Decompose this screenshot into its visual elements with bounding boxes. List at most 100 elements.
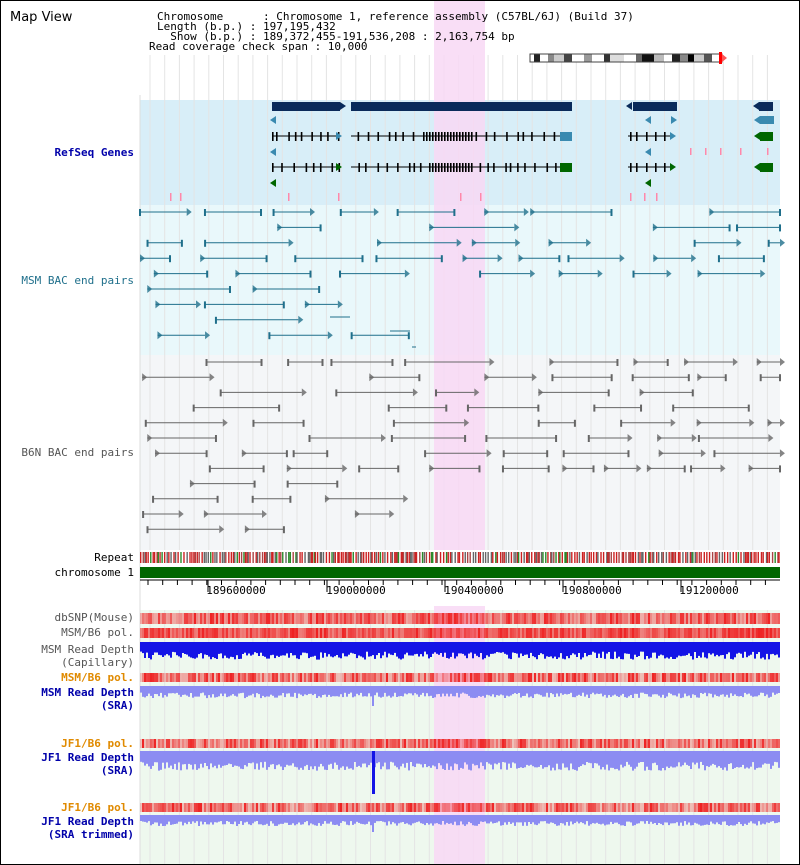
polymorphism-cell xyxy=(250,613,252,624)
repeat-feature xyxy=(583,552,585,563)
repeat-feature xyxy=(588,552,590,563)
read-depth-bar xyxy=(456,642,458,657)
read-depth-bar xyxy=(336,815,338,825)
polymorphism-cell xyxy=(374,628,376,638)
polymorphism-cell xyxy=(686,739,688,748)
read-depth-bar xyxy=(236,642,238,656)
polymorphism-cell xyxy=(586,628,588,638)
read-depth-bar xyxy=(600,815,602,825)
read-depth-bar xyxy=(762,815,764,824)
read-depth-bar xyxy=(358,815,360,823)
chromosome-ideogram-icon[interactable] xyxy=(529,53,723,63)
read-depth-bar xyxy=(468,642,470,654)
read-depth-bar xyxy=(422,815,424,824)
track-label-msm-depth-sra: MSM Read Depth xyxy=(41,686,134,699)
read-depth-bar xyxy=(392,815,394,823)
polymorphism-cell xyxy=(624,613,626,624)
read-depth-bar xyxy=(268,815,270,826)
read-depth-bar xyxy=(692,686,694,695)
polymorphism-cell xyxy=(582,739,584,748)
read-depth-bar xyxy=(624,815,626,826)
polymorphism-cell xyxy=(252,628,254,638)
polymorphism-cell xyxy=(652,673,654,682)
bac-end xyxy=(203,209,206,216)
read-depth-bar xyxy=(474,686,476,698)
read-depth-bar xyxy=(254,751,256,770)
repeat-feature xyxy=(415,552,418,563)
polymorphism-cell xyxy=(192,673,194,682)
read-depth-bar xyxy=(510,686,512,696)
polymorphism-cell xyxy=(384,628,386,638)
refseq-exon xyxy=(646,132,648,141)
refseq-exon xyxy=(455,132,458,141)
polymorphism-cell xyxy=(452,613,454,624)
refseq-exon xyxy=(470,163,473,172)
read-depth-bar xyxy=(594,751,596,764)
read-depth-bar xyxy=(684,751,686,763)
repeat-feature xyxy=(735,552,737,563)
read-depth-bar xyxy=(406,751,408,763)
polymorphism-cell xyxy=(290,803,292,812)
polymorphism-cell xyxy=(336,739,338,748)
read-depth-bar xyxy=(710,686,712,694)
read-depth-bar xyxy=(512,751,514,763)
read-depth-bar xyxy=(336,751,338,765)
repeat-feature xyxy=(311,552,314,563)
read-depth-bar xyxy=(436,751,438,770)
read-depth-bar xyxy=(154,686,156,694)
repeat-feature xyxy=(145,552,147,563)
read-depth-bar xyxy=(624,686,626,698)
polymorphism-cell xyxy=(260,628,262,638)
polymorphism-cell xyxy=(432,739,434,748)
read-depth-bar xyxy=(166,815,168,825)
repeat-feature xyxy=(496,552,499,563)
read-depth-bar xyxy=(370,686,372,697)
read-depth-bar xyxy=(750,642,752,655)
read-depth-bar xyxy=(572,642,574,654)
polymorphism-cell xyxy=(544,673,546,682)
read-depth-bar xyxy=(328,751,330,765)
polymorphism-cell xyxy=(620,739,622,748)
read-depth-bar xyxy=(192,751,194,770)
polymorphism-cell xyxy=(456,673,458,682)
polymorphism-cell xyxy=(580,673,582,682)
read-depth-bar xyxy=(316,686,318,698)
polymorphism-cell xyxy=(462,803,464,812)
repeat-feature xyxy=(746,552,748,563)
repeat-feature xyxy=(355,552,357,563)
polymorphism-cell xyxy=(310,803,312,812)
read-depth-bar xyxy=(414,686,416,694)
polymorphism-cell xyxy=(152,628,154,638)
polymorphism-cell xyxy=(150,628,152,638)
repeat-feature xyxy=(566,552,569,563)
read-depth-bar xyxy=(650,686,652,697)
polymorphism-cell xyxy=(692,803,694,812)
polymorphism-cell xyxy=(312,613,314,624)
polymorphism-cell xyxy=(354,739,356,748)
read-depth-bar xyxy=(258,642,260,656)
polymorphism-cell xyxy=(302,613,304,624)
read-depth-bar xyxy=(770,815,772,822)
read-depth-bar xyxy=(586,815,588,822)
polymorphism-cell xyxy=(440,803,442,812)
polymorphism-cell xyxy=(288,673,290,682)
read-depth-bar xyxy=(310,815,312,824)
polymorphism-cell xyxy=(628,739,630,748)
read-depth-bar xyxy=(484,751,486,770)
repeat-feature xyxy=(249,552,251,563)
polymorphism-cell xyxy=(330,739,332,748)
read-depth-bar xyxy=(506,815,508,825)
polymorphism-cell xyxy=(680,613,682,624)
read-depth-bar xyxy=(144,815,146,822)
read-depth-bar xyxy=(632,642,634,660)
bac-end xyxy=(767,418,773,427)
read-depth-bar xyxy=(636,815,638,824)
bac-end xyxy=(326,450,329,458)
polymorphism-cell xyxy=(188,613,190,624)
read-depth-bar xyxy=(222,751,224,766)
refseq-exon xyxy=(509,163,512,172)
read-depth-bar xyxy=(550,751,552,771)
polymorphism-cell xyxy=(564,673,566,682)
repeat-feature xyxy=(561,552,563,563)
